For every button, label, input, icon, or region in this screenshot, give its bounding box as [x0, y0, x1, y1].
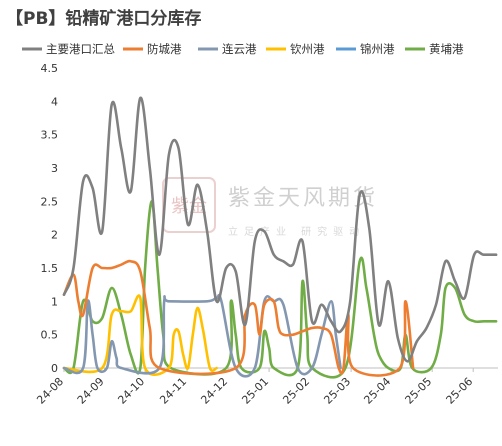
chart-title: 【PB】铅精矿港口分库存 — [6, 9, 202, 29]
watermark: 紫金 紫金天风期货 立足产业 研究驱动 — [162, 177, 378, 238]
x-tick-label: 24-11 — [157, 375, 189, 407]
x-tick-label: 24-10 — [115, 375, 147, 407]
series-line-1 — [62, 259, 415, 377]
series-line-5 — [62, 200, 498, 379]
y-tick-label: 3.5 — [41, 129, 59, 142]
series-line-2 — [62, 293, 342, 378]
legend: 主要港口汇总 防城港 连云港 钦州港 锦州港 黄埔港 — [22, 42, 464, 56]
legend-label-0: 主要港口汇总 — [46, 42, 115, 56]
series-line-3 — [62, 294, 218, 376]
y-tick-label: 1.5 — [41, 262, 59, 275]
x-tick-label: 25-01 — [239, 375, 271, 407]
legend-label-1: 防城港 — [147, 42, 182, 56]
x-tick-label: 25-02 — [280, 375, 312, 407]
x-tick-label: 24-08 — [34, 375, 66, 407]
y-tick-label: 4 — [51, 95, 58, 108]
y-tick-label: 0.5 — [41, 329, 59, 342]
x-tick-label: 24-12 — [198, 375, 230, 407]
y-tick-label: 2 — [51, 229, 58, 242]
y-tick-label: 3 — [51, 162, 58, 175]
x-tick-label: 24-09 — [75, 375, 107, 407]
legend-label-3: 钦州港 — [290, 42, 325, 56]
x-tick-label: 25-03 — [321, 375, 353, 407]
y-tick-label: 2.5 — [41, 195, 59, 208]
legend-label-2: 连云港 — [222, 42, 257, 56]
series-layer — [62, 96, 498, 379]
watermark-logo-box — [162, 177, 216, 233]
watermark-logo: 紫金 — [171, 196, 207, 217]
y-tick-label: 4.5 — [41, 62, 59, 75]
x-tick-label: 25-05 — [403, 375, 435, 407]
y-tick-label: 1 — [51, 295, 58, 308]
y-tick-label: 0 — [51, 362, 58, 375]
series-line-0 — [62, 96, 498, 363]
x-tick-label: 25-06 — [444, 375, 476, 407]
x-tick-label: 25-04 — [361, 375, 393, 407]
watermark-text: 紫金天风期货 — [228, 186, 378, 211]
watermark-subtext: 立足产业 研究驱动 — [228, 225, 365, 238]
legend-label-5: 黄埔港 — [429, 42, 464, 56]
legend-label-4: 锦州港 — [360, 42, 395, 56]
